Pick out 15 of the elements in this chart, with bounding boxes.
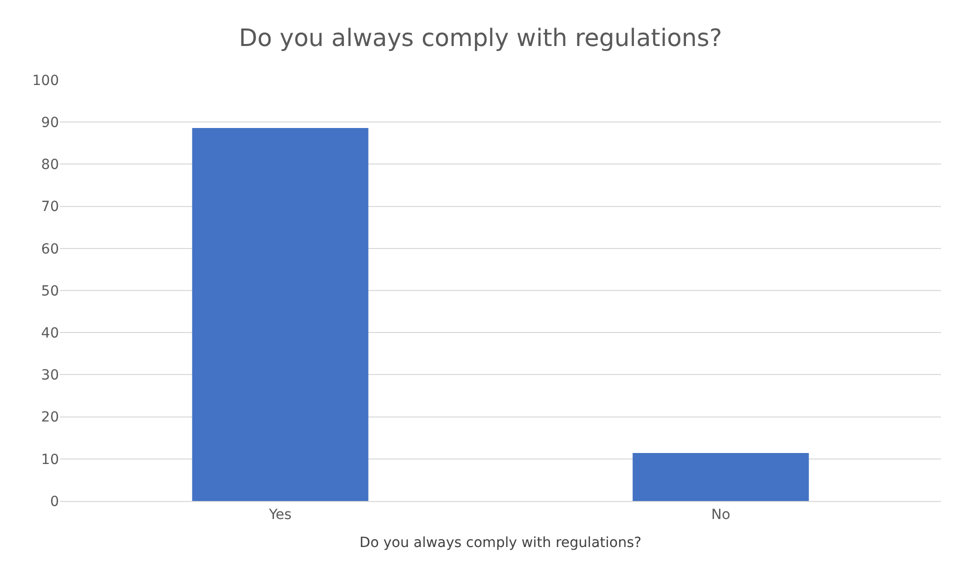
y-tick-label: 60 [41, 241, 59, 258]
y-tick-label: 40 [41, 326, 59, 342]
y-tick-label: 0 [50, 494, 59, 510]
x-tick-label: No [711, 506, 730, 523]
y-tick-label: 20 [41, 410, 59, 426]
y-tick-label: 50 [41, 283, 59, 300]
y-tick-label: 70 [41, 199, 59, 216]
y-tick-label: 100 [32, 72, 59, 89]
chart-title: Do you always comply with regulations? [238, 24, 722, 52]
y-tick-label: 30 [41, 368, 59, 384]
y-tick-label: 80 [41, 157, 59, 174]
y-tick-label: 90 [41, 115, 59, 131]
y-tick-label: 10 [41, 452, 59, 468]
x-tick-label: Yes [268, 506, 292, 523]
x-axis-title: Do you always comply with regulations? [360, 535, 642, 552]
